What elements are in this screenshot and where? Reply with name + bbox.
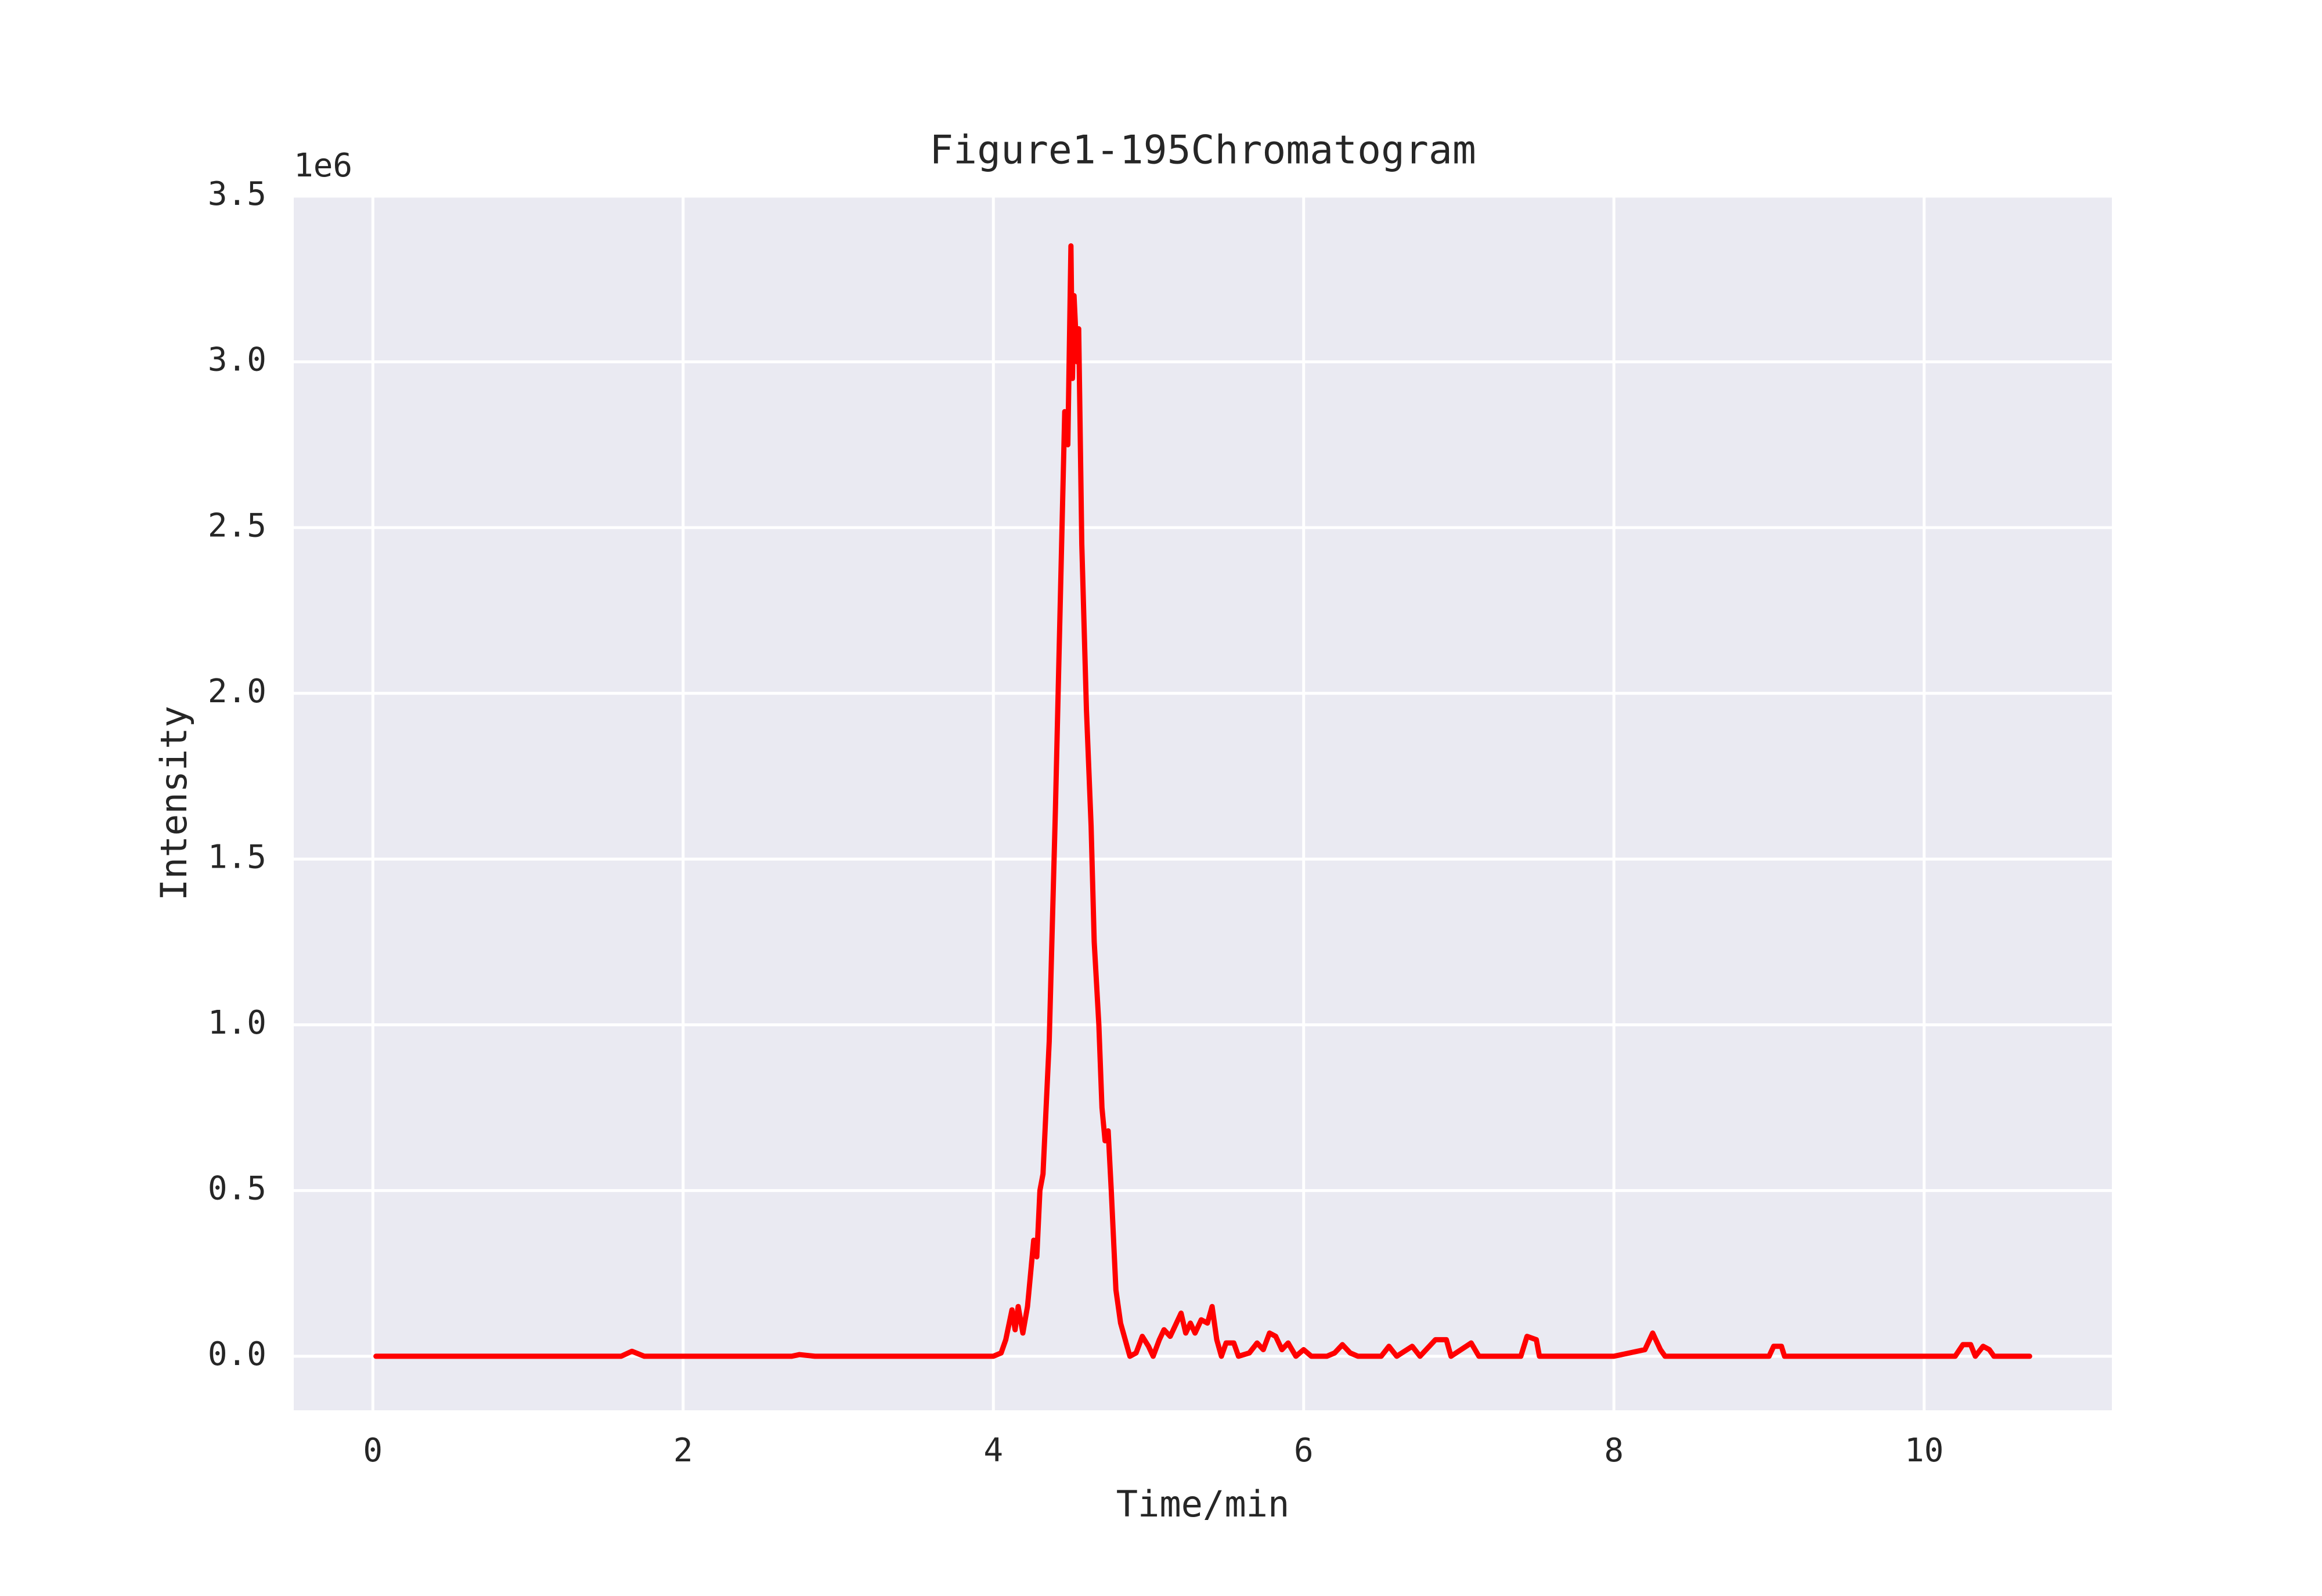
plot-background: [294, 196, 2112, 1410]
y-tick-label: 0.0: [208, 1335, 266, 1373]
chart-title: Figure1-195Chromatogram: [929, 128, 1476, 174]
x-axis-label: Time/min: [1116, 1483, 1290, 1525]
data-line: [373, 243, 2032, 1359]
y-tick-label: 2.0: [208, 673, 266, 710]
x-tick-label: 4: [983, 1432, 1003, 1469]
x-tick-label: 10: [1905, 1432, 1944, 1469]
y-tick-label: 3.5: [208, 175, 266, 213]
x-tick-label: 6: [1294, 1432, 1314, 1469]
x-tick-label: 2: [673, 1432, 693, 1469]
y-tick-label: 1.0: [208, 1004, 266, 1042]
y-tick-label: 3.0: [208, 341, 266, 379]
y-tick-label: 1.5: [208, 838, 266, 876]
y-axis-label: Intensity: [153, 706, 195, 901]
y-tick-label: 0.5: [208, 1169, 266, 1207]
y-offset-label: 1e6: [294, 147, 352, 185]
x-tick-label: 0: [363, 1432, 383, 1469]
y-tick-label: 2.5: [208, 507, 266, 544]
x-tick-label: 8: [1604, 1432, 1624, 1469]
